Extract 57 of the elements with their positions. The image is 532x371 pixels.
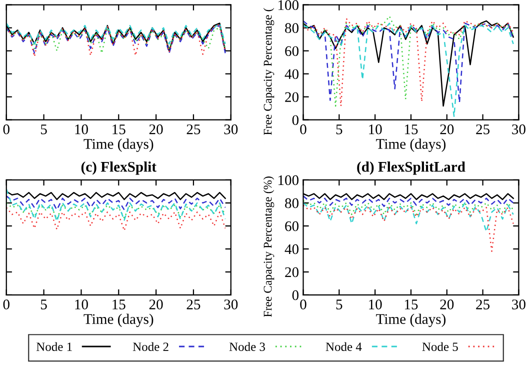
x-tick-label: 15 xyxy=(404,300,418,310)
x-tick-label: 20 xyxy=(149,124,163,134)
y-tick-label: 0 xyxy=(292,115,299,126)
y-tick-label: 40 xyxy=(284,69,299,80)
x-tick-label: 0 xyxy=(300,300,306,310)
x-axis-title: Time (days) xyxy=(376,138,446,152)
x-tick-label: 10 xyxy=(75,124,88,134)
y-tick-label: 100 xyxy=(278,175,299,186)
x-tick-label: 20 xyxy=(440,124,454,134)
x-tick-label: 25 xyxy=(186,300,200,310)
y-tick-label: 20 xyxy=(285,267,299,278)
x-tick-label: 25 xyxy=(476,124,490,134)
x-tick-label: 15 xyxy=(112,300,126,310)
x-axis-title: Time (days) xyxy=(84,314,154,327)
x-tick-label: 10 xyxy=(75,300,88,310)
x-tick-label: 5 xyxy=(336,124,342,134)
x-tick-label: 15 xyxy=(404,124,418,134)
y-tick-label: 20 xyxy=(285,92,299,102)
x-tick-label: 25 xyxy=(476,300,490,310)
line-series xyxy=(303,195,514,208)
x-tick-label: 10 xyxy=(369,124,382,134)
chart-title: (d) FlexSplitLard xyxy=(357,161,466,175)
x-tick-label: 5 xyxy=(41,300,47,310)
y-axis-title: Free Capacity Percentage ( xyxy=(263,8,274,135)
x-tick-label: 30 xyxy=(224,124,238,134)
y-tick-label: 60 xyxy=(285,46,299,56)
x-tick-label: 20 xyxy=(149,300,163,310)
x-tick-label: 15 xyxy=(112,124,126,134)
x-tick-label: 0 xyxy=(3,124,10,134)
chart-title: (c) FlexSplit xyxy=(81,161,156,175)
y-axis-title: Free Capacity Percentage (%) xyxy=(263,176,274,317)
legend-label: Node 5 xyxy=(422,342,458,351)
legend-label: Node 4 xyxy=(326,342,362,351)
legend-label: Node 3 xyxy=(229,342,265,351)
x-tick-label: 30 xyxy=(512,300,526,310)
legend-label: Node 1 xyxy=(36,342,72,351)
x-tick-label: 30 xyxy=(224,300,238,310)
x-axis-title: Time (days) xyxy=(84,138,154,152)
line-series xyxy=(303,200,514,216)
y-tick-label: 80 xyxy=(285,23,299,34)
x-tick-label: 5 xyxy=(336,300,342,310)
x-tick-label: 5 xyxy=(41,124,47,134)
x-tick-label: 30 xyxy=(512,124,526,134)
y-tick-label: 100 xyxy=(278,0,299,10)
x-tick-label: 0 xyxy=(3,300,10,310)
x-axis-title: Time (days) xyxy=(376,314,446,327)
y-tick-label: 40 xyxy=(284,244,299,254)
x-tick-label: 25 xyxy=(186,124,200,134)
line-series xyxy=(303,204,514,252)
x-tick-label: 10 xyxy=(369,300,382,310)
y-tick-label: 0 xyxy=(292,290,299,300)
line-series xyxy=(303,202,514,232)
legend-label: Node 2 xyxy=(132,342,168,351)
y-tick-label: 80 xyxy=(285,198,299,208)
x-tick-label: 0 xyxy=(300,124,306,134)
x-tick-label: 20 xyxy=(440,300,454,310)
y-tick-label: 60 xyxy=(285,221,299,232)
